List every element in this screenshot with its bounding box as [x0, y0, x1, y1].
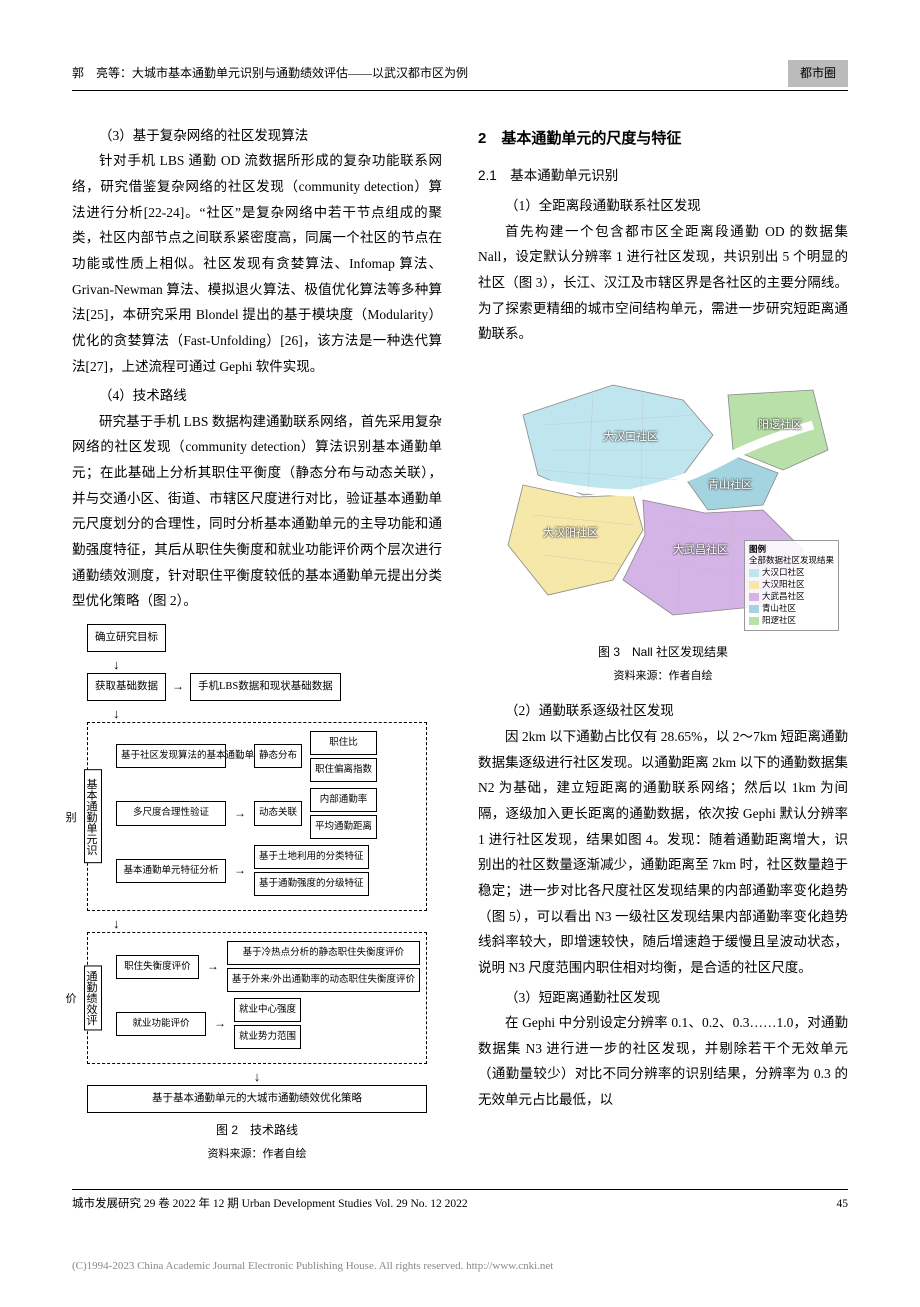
- arrow-down-icon: ↓: [87, 1070, 427, 1083]
- subhead-1-3: （3）基于复杂网络的社区发现算法: [72, 123, 442, 149]
- map-label-qingshan: 青山社区: [708, 475, 752, 496]
- map-label-yangluo: 阳逻社区: [758, 415, 802, 436]
- fc-data: 获取基础数据: [87, 673, 166, 701]
- fc-a3: 基本通勤单元特征分析: [116, 859, 226, 883]
- map-legend: 图例 全部数据社区发现结果 大汉口社区 大汉阳社区 大武昌社区 青山社区 阳逻社…: [744, 540, 839, 631]
- fc-final: 基于基本通勤单元的大城市通勤绩效优化策略: [87, 1085, 427, 1113]
- fc-a2: 多尺度合理性验证: [116, 801, 226, 825]
- heading-2: 2 基本通勤单元的尺度与特征: [478, 125, 848, 154]
- fc-b2: 就业功能评价: [116, 1012, 206, 1036]
- fc-a2r1b: 内部通勤率: [310, 788, 377, 812]
- map-label-dahanyang: 大汉阳社区: [543, 523, 598, 544]
- figure-3-map: 大汉口社区 青山社区 大汉阳社区 大武昌社区 阳逻社区 图例 全部数据社区发现结…: [483, 355, 843, 635]
- fc-data-src: 手机LBS数据和现状基础数据: [190, 673, 341, 701]
- fc-b1: 职住失衡度评价: [116, 955, 199, 979]
- footer-left: 城市发展研究 29 卷 2022 年 12 期 Urban Developmen…: [72, 1194, 468, 1216]
- fc-a3r2: 基于通勤强度的分级特征: [254, 872, 369, 896]
- fc-b2r2: 就业势力范围: [234, 1025, 301, 1049]
- arrow-down-icon: ↓: [113, 658, 427, 671]
- fc-b2r1: 就业中心强度: [234, 998, 301, 1022]
- arrow-right-icon: →: [214, 1012, 226, 1035]
- fc-a1r2b: 职住偏离指数: [310, 758, 377, 782]
- subhead-1-4: （4）技术路线: [72, 383, 442, 409]
- figure-2-flowchart: 确立研究目标 ↓ 获取基础数据 → 手机LBS数据和现状基础数据 ↓ 基本通勤单…: [87, 624, 427, 1113]
- arrow-down-icon: ↓: [113, 917, 427, 930]
- fc-a3r1: 基于土地利用的分类特征: [254, 845, 369, 869]
- arrow-right-icon: →: [234, 802, 246, 825]
- legend-item: 大汉口社区: [749, 567, 834, 579]
- arrow-right-icon: →: [234, 859, 246, 882]
- legend-item: 大武昌社区: [749, 591, 834, 603]
- copyright-line: (C)1994-2023 China Academic Journal Elec…: [72, 1256, 848, 1277]
- body-columns: （3）基于复杂网络的社区发现算法 针对手机 LBS 通勤 OD 流数据所形成的复…: [72, 119, 848, 1165]
- fc-group-evaluate: 通勤绩效评价 职住失衡度评价 → 基于冷热点分析的静态职住失衡度评价 基于外来/…: [87, 932, 427, 1064]
- fc-group-label-b: 通勤绩效评价: [84, 966, 102, 1031]
- para-2-1-2: 因 2km 以下通勤占比仅有 28.65%，以 2～7km 短距离通勤数据集逐级…: [478, 724, 848, 980]
- figure-2-source: 资料来源：作者自绘: [72, 1144, 442, 1165]
- fc-b1r1: 基于冷热点分析的静态职住失衡度评价: [227, 941, 420, 965]
- fc-a2r1: 动态关联: [254, 801, 302, 825]
- map-label-dahankou: 大汉口社区: [603, 427, 658, 448]
- fc-group-label-a: 基本通勤单元识别: [84, 770, 102, 864]
- fc-b1r2: 基于外来/外出通勤率的动态职住失衡度评价: [227, 968, 420, 992]
- para-1-3: 针对手机 LBS 通勤 OD 流数据所形成的复杂功能联系网络，研究借鉴复杂网络的…: [72, 148, 442, 379]
- figure-3-caption: 图 3 Nall 社区发现结果: [478, 641, 848, 664]
- header-left: 郭 亮等：大城市基本通勤单元识别与通勤绩效评估——以武汉都市区为例: [72, 62, 468, 85]
- page-footer: 城市发展研究 29 卷 2022 年 12 期 Urban Developmen…: [72, 1189, 848, 1216]
- arrow-right-icon: →: [234, 745, 246, 768]
- right-column: 2 基本通勤单元的尺度与特征 2.1 基本通勤单元识别 （1）全距离段通勤联系社…: [478, 119, 848, 1165]
- fc-a1r1b: 职住比: [310, 731, 377, 755]
- arrow-down-icon: ↓: [113, 707, 427, 720]
- header-right-badge: 都市圈: [788, 60, 848, 87]
- figure-3-source: 资料来源：作者自绘: [478, 666, 848, 687]
- heading-2-1: 2.1 基本通勤单元识别: [478, 163, 848, 189]
- para-1-4: 研究基于手机 LBS 数据构建通勤联系网络，首先采用复杂网络的社区发现（comm…: [72, 409, 442, 614]
- subhead-2-1-1: （1）全距离段通勤联系社区发现: [478, 193, 848, 219]
- fc-a2r2b: 平均通勤距离: [310, 815, 377, 839]
- arrow-right-icon: →: [172, 675, 184, 698]
- page-header: 郭 亮等：大城市基本通勤单元识别与通勤绩效评估——以武汉都市区为例 都市圈: [72, 60, 848, 91]
- para-2-1-1: 首先构建一个包含都市区全距离段通勤 OD 的数据集 Nall，设定默认分辨率 1…: [478, 219, 848, 347]
- fc-a1: 基于社区发现算法的基本通勤单元识别: [116, 744, 226, 768]
- legend-item: 阳逻社区: [749, 615, 834, 627]
- map-label-dawuchang: 大武昌社区: [673, 540, 728, 561]
- fc-a1r1: 静态分布: [254, 744, 302, 768]
- fc-group-identify: 基本通勤单元识别 基于社区发现算法的基本通勤单元识别 → 静态分布 职住比 职住…: [87, 722, 427, 911]
- arrow-right-icon: →: [207, 955, 219, 978]
- para-2-1-3: 在 Gephi 中分别设定分辨率 0.1、0.2、0.3……1.0，对通勤数据集…: [478, 1010, 848, 1113]
- subhead-2-1-2: （2）通勤联系逐级社区发现: [478, 698, 848, 724]
- legend-subtitle: 全部数据社区发现结果: [749, 555, 834, 567]
- figure-2-caption: 图 2 技术路线: [72, 1119, 442, 1142]
- fc-goal: 确立研究目标: [87, 624, 166, 652]
- legend-item: 大汉阳社区: [749, 579, 834, 591]
- subhead-2-1-3: （3）短距离通勤社区发现: [478, 985, 848, 1011]
- legend-title: 图例: [749, 544, 834, 556]
- page-number: 45: [837, 1194, 849, 1216]
- legend-item: 青山社区: [749, 603, 834, 615]
- left-column: （3）基于复杂网络的社区发现算法 针对手机 LBS 通勤 OD 流数据所形成的复…: [72, 119, 442, 1165]
